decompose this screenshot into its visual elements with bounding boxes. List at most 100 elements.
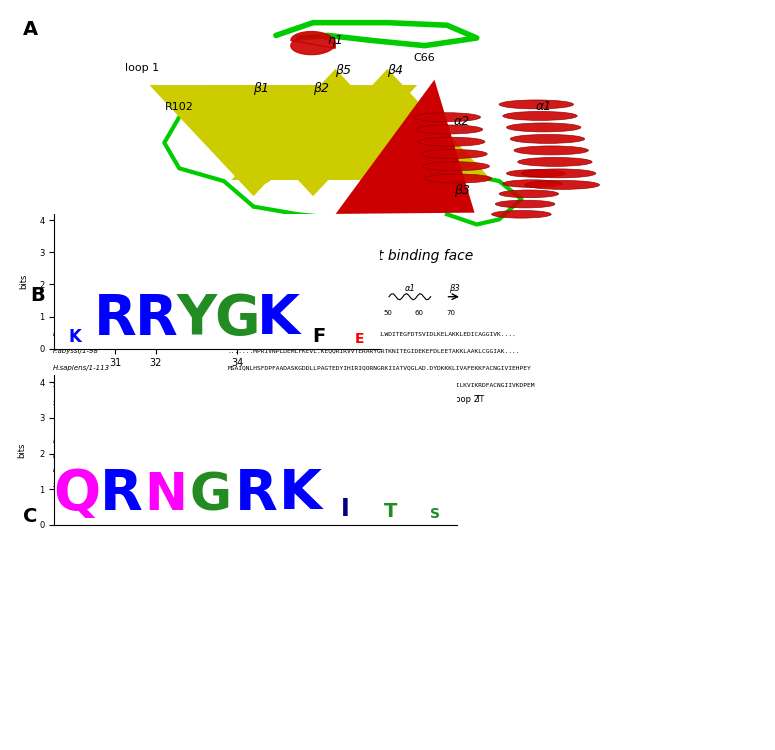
Text: 80: 80 [264, 422, 273, 428]
Text: β1: β1 [314, 394, 325, 404]
Text: TT: TT [476, 394, 485, 404]
Text: 20: 20 [288, 310, 298, 316]
Text: β4: β4 [387, 64, 403, 76]
Text: B: B [30, 286, 45, 305]
Text: F: F [312, 326, 326, 346]
Text: 60: 60 [415, 310, 423, 316]
Y-axis label: bits: bits [17, 442, 26, 458]
Text: 30: 30 [320, 310, 329, 316]
Text: S: S [430, 508, 440, 521]
Text: K: K [279, 467, 322, 521]
Text: Q: Q [53, 467, 100, 521]
Text: β5: β5 [374, 493, 385, 502]
Text: R102: R102 [165, 101, 194, 112]
Text: 10: 10 [257, 310, 266, 316]
Text: α2: α2 [319, 403, 329, 412]
Text: α1: α1 [536, 100, 552, 112]
Text: H.sapiens/1-113: H.sapiens/1-113 [53, 467, 110, 473]
Text: β1: β1 [322, 284, 333, 292]
Text: GEIIQLOGDORAKVCEF MISQLGLQKKNIKIHGF: GEIIQLOGDORAKVCEF MISQLGLQKKNIKIHGF [228, 482, 359, 488]
Text: R: R [135, 292, 177, 346]
Ellipse shape [414, 112, 480, 122]
Polygon shape [291, 32, 336, 55]
Text: α1: α1 [405, 394, 415, 404]
Text: H.sapiens/1-113: H.sapiens/1-113 [53, 364, 110, 370]
Ellipse shape [503, 180, 563, 188]
Text: β4: β4 [248, 403, 259, 412]
Text: C: C [23, 508, 37, 526]
Text: K: K [257, 292, 299, 346]
Text: α2: α2 [454, 115, 470, 128]
Text: .MSIENLKSFDPFAAD..TGDDET..ATSNYIHIRIQORNGRKIIATVQGLPEL.EYDLKRILKVIKRDFACNGIIVKDP: .MSIENLKSFDPFAAD..TGDDET..ATSNYIHIRIQORN… [228, 382, 535, 387]
Text: S.cerevisiae/1-108: S.cerevisiae/1-108 [53, 382, 118, 388]
Text: G: G [215, 292, 260, 346]
Text: 30S subunit binding face: 30S subunit binding face [301, 249, 474, 263]
Text: α2: α2 [319, 493, 329, 502]
Text: T.T: T.T [374, 394, 385, 404]
Text: A: A [23, 20, 38, 39]
Ellipse shape [510, 134, 584, 143]
Text: β1: β1 [253, 82, 269, 94]
Text: β5: β5 [335, 64, 351, 76]
Text: T: T [384, 503, 397, 521]
Ellipse shape [495, 200, 555, 208]
Text: R: R [94, 292, 136, 346]
Ellipse shape [518, 158, 592, 166]
Text: N: N [145, 472, 188, 521]
Text: 50: 50 [383, 310, 392, 316]
Text: α1: α1 [405, 284, 415, 292]
Text: DNTIELQGDHRKKVAEE LVKMGFSRDSIEIR...: DNTIELQGDHRKKVAEE LVKMGFSRDSIEIR... [228, 439, 359, 443]
Text: β2: β2 [355, 394, 365, 404]
Ellipse shape [420, 149, 487, 158]
Text: P.abyssi/1-98: P.abyssi/1-98 [53, 452, 98, 458]
Text: η1: η1 [328, 34, 343, 47]
Text: 90: 90 [320, 422, 329, 428]
Ellipse shape [499, 190, 559, 198]
Text: η1: η1 [360, 403, 370, 412]
Text: I: I [341, 497, 350, 521]
Text: loop 2: loop 2 [453, 394, 478, 404]
Ellipse shape [503, 112, 577, 121]
Ellipse shape [522, 169, 596, 178]
Y-axis label: bits: bits [19, 274, 28, 289]
Text: TT: TT [228, 410, 236, 419]
Text: Y: Y [177, 292, 217, 346]
Text: β3: β3 [454, 184, 470, 196]
Text: G: G [190, 472, 232, 521]
Text: 1: 1 [226, 310, 230, 316]
Text: M.jannaschii/1-102: M.jannaschii/1-102 [53, 438, 119, 444]
Text: β4: β4 [248, 493, 259, 502]
Ellipse shape [425, 174, 491, 183]
Text: MSAIQNLHSFDPFAADASKGDDLLPAGTEDYIHIRIQORNGRKIIATVQGLAD.DYDKKKLIVAFEKKFACNGIVIEHPE: MSAIQNLHSFDPFAADASKGDDLLPAGTEDYIHIRIQORN… [228, 365, 532, 370]
Text: 70: 70 [446, 310, 455, 316]
Text: R: R [100, 467, 143, 521]
Text: β3: β3 [449, 284, 460, 292]
Text: M.jannaschii/1-102: M.jannaschii/1-102 [105, 288, 177, 297]
Ellipse shape [499, 100, 574, 109]
Text: β2: β2 [356, 284, 366, 292]
Text: β3: β3 [438, 394, 449, 404]
Text: R: R [234, 467, 277, 521]
Text: NGRIELQGDHRDRIKKL LAELGFSEDLIEVE...: NGRIELQGDHRDRIKKL LAELGFSEDLIEVE... [228, 453, 359, 458]
Text: 40: 40 [351, 310, 360, 316]
Text: .......MPRIVNPLDEMLFKEVL.KEQQRIRVVTERARYGRTKNITEGIDEKEFDLEETAKKLAAKLCGGIAK....: .......MPRIVNPLDEMLFKEVL.KEQQRIRVVTERARY… [228, 349, 520, 353]
Ellipse shape [415, 125, 483, 134]
Text: P.abyssi/1-98: P.abyssi/1-98 [53, 348, 98, 354]
Text: β5: β5 [381, 403, 391, 412]
Text: M.jannaschii/1-102: M.jannaschii/1-102 [53, 332, 119, 338]
Ellipse shape [525, 181, 600, 189]
Ellipse shape [507, 170, 566, 177]
Text: ....MPEICPRCGLPKELCVCEEIAKEEQKIRIYVTKRFGKLWDITEGFDTSVIDLKELAKKLEDICAGGIVK....: ....MPEICPRCGLPKELCVCEEIAKEEQKIRIYVTKRFG… [228, 332, 516, 337]
Text: S.cerevisiae/1-108: S.cerevisiae/1-108 [53, 400, 118, 406]
Ellipse shape [418, 137, 485, 146]
Text: S.cerevisiae/1-108: S.cerevisiae/1-108 [53, 482, 118, 488]
Text: K: K [68, 328, 81, 346]
Text: loop 1: loop 1 [125, 63, 159, 74]
Text: β2: β2 [312, 82, 329, 94]
Text: TT: TT [343, 292, 352, 302]
Text: E: E [355, 332, 364, 346]
Ellipse shape [507, 123, 581, 132]
Text: M.jannaschii/1-102: M.jannaschii/1-102 [105, 410, 177, 419]
Ellipse shape [514, 146, 588, 155]
Text: GEVIQLOGDORKNICQF LVEIGLAKDDQLKVHGF: GEVIQLOGDORKNICQF LVEIGLAKDDQLKVHGF [228, 468, 359, 472]
